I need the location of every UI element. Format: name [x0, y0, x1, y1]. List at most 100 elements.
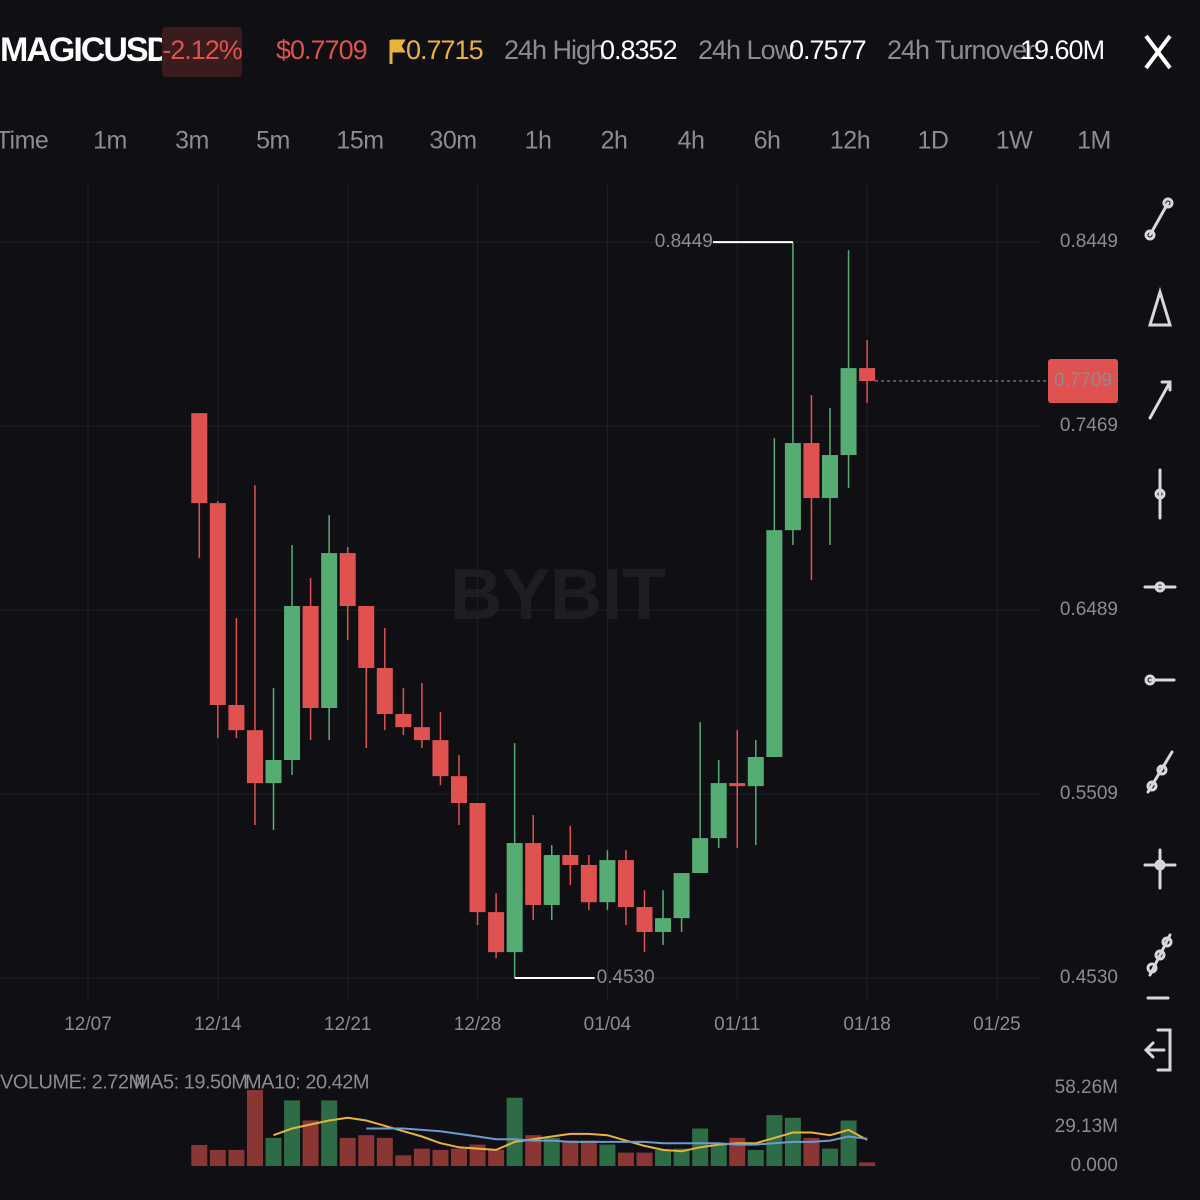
last-price: $0.7709 — [276, 35, 367, 65]
candle-body — [562, 855, 579, 865]
candle-body — [432, 740, 449, 777]
x-tick-label: 01/18 — [843, 1014, 891, 1035]
tool-dot — [1154, 859, 1166, 871]
volume-bar — [191, 1144, 208, 1166]
y-tick-label: 58.26M — [1055, 1077, 1118, 1098]
timeframe[interactable]: 1m — [93, 127, 127, 155]
x-tick-label: 12/14 — [194, 1014, 242, 1035]
close-button[interactable] — [1144, 34, 1172, 70]
tool-triangle[interactable] — [1147, 286, 1173, 327]
candle-body — [543, 855, 560, 905]
candle-body — [859, 368, 876, 382]
mark-price: 0.7715 — [406, 35, 483, 65]
candle-body — [451, 776, 467, 804]
marker-label: 0.8449 — [655, 231, 713, 252]
tool-dot — [1144, 229, 1156, 241]
volume-bar — [302, 1120, 319, 1166]
volume-bar — [488, 1149, 505, 1166]
timeframe[interactable]: Time — [0, 127, 49, 155]
stat-label: 24h Low — [698, 35, 795, 65]
tool-line[interactable] — [1148, 201, 1170, 237]
volume-bar — [321, 1100, 338, 1166]
volume-bar — [859, 1162, 876, 1166]
volume-legend: MA10: 20.42M — [245, 1071, 369, 1093]
volume-bar — [599, 1144, 616, 1166]
candle-body — [228, 704, 245, 731]
timeframe[interactable]: 2h — [601, 127, 628, 155]
timeframe[interactable]: 1M — [1077, 127, 1111, 155]
timeframe[interactable]: 30m — [429, 127, 477, 155]
candle-body — [506, 843, 523, 953]
candle-body — [284, 606, 301, 761]
symbol[interactable]: MAGICUSDT — [0, 31, 192, 69]
candle-body — [321, 553, 338, 708]
stat-label: 24h High — [504, 35, 604, 65]
last-price-box — [1048, 359, 1118, 404]
candle-body — [265, 760, 282, 784]
stat-value: 19.60M — [1020, 35, 1104, 65]
volume-bar — [432, 1149, 449, 1166]
candle-body — [766, 530, 783, 758]
change: -2.12% — [162, 35, 243, 65]
volume-bar — [284, 1100, 301, 1166]
volume-bar — [636, 1152, 653, 1166]
candle-body — [358, 606, 375, 668]
watermark: BYBIT — [450, 555, 666, 635]
candle-body — [488, 912, 505, 953]
volume-bar — [655, 1149, 672, 1166]
y-tick-label: 0.5509 — [1060, 783, 1118, 804]
volume-bar — [747, 1149, 764, 1166]
candle-body — [692, 838, 709, 874]
volume-bar — [209, 1149, 226, 1166]
volume-bar — [617, 1152, 634, 1166]
candle-body — [339, 553, 356, 607]
candle-body — [395, 713, 412, 728]
candle-body — [729, 783, 746, 787]
volume-bar — [729, 1137, 746, 1166]
candle-body — [209, 503, 226, 705]
last-price-label: 0.7709 — [1054, 370, 1112, 391]
x-tick-label: 01/25 — [973, 1014, 1021, 1035]
volume-bar — [228, 1149, 245, 1166]
volume-bar — [673, 1148, 690, 1166]
volume-bar — [451, 1148, 467, 1166]
volume-bar — [358, 1135, 375, 1166]
timeframe[interactable]: 1h — [525, 127, 552, 155]
tool-arrow[interactable] — [1148, 380, 1172, 420]
volume-bar — [766, 1115, 783, 1166]
timeframe[interactable]: 6h — [754, 127, 781, 155]
tool-dot — [1161, 936, 1173, 948]
candle-body — [617, 860, 634, 908]
timeframe[interactable]: 15m — [336, 127, 384, 155]
ma-line — [366, 1127, 868, 1146]
toolbar — [1143, 197, 1177, 1072]
candle-body — [710, 783, 727, 839]
candle-body — [840, 368, 857, 456]
y-tick-label: 0.000 — [1070, 1155, 1118, 1176]
timeframe[interactable]: 1W — [996, 127, 1034, 155]
volume-legend: VOLUME: 2.72M — [0, 1071, 145, 1093]
marker-label: 0.4530 — [597, 967, 655, 988]
candle-body — [822, 455, 838, 499]
timeframe[interactable]: 12h — [830, 127, 871, 155]
volume-bar — [339, 1137, 356, 1166]
candle-body — [469, 803, 486, 913]
y-tick-label: 0.8449 — [1060, 231, 1118, 252]
tool-dot — [1156, 764, 1168, 776]
timeframe[interactable]: 1D — [918, 127, 949, 155]
x-tick-label: 01/11 — [714, 1014, 760, 1035]
change-badge — [162, 27, 242, 77]
tool-dot — [1154, 488, 1166, 500]
tool-fib[interactable] — [1148, 933, 1172, 977]
timeframe[interactable]: 3m — [175, 127, 209, 155]
candle-body — [803, 443, 820, 499]
timeframe[interactable]: 4h — [678, 127, 705, 155]
volume-bar — [525, 1135, 542, 1166]
tool-exit[interactable] — [1143, 1028, 1172, 1072]
timeframe[interactable]: 5m — [256, 127, 290, 155]
candle-body — [246, 730, 263, 784]
y-tick-label: 0.6489 — [1060, 599, 1118, 620]
volume-bar — [376, 1137, 393, 1166]
